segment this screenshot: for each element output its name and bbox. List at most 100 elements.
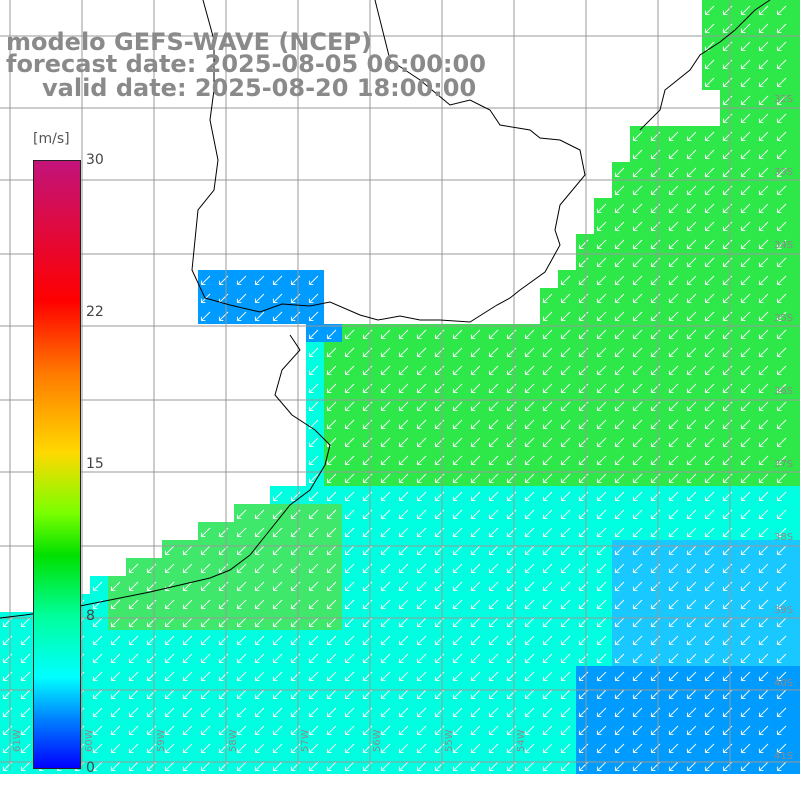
wind-arrow <box>776 527 787 538</box>
wind-arrow <box>632 491 643 502</box>
wind-arrow <box>632 545 643 556</box>
wind-arrow <box>452 689 463 700</box>
longitude-label: 61W <box>12 729 23 752</box>
wind-arrow <box>218 761 229 772</box>
wind-arrow <box>704 221 715 232</box>
wind-arrow <box>326 329 337 340</box>
wind-arrow <box>596 743 607 754</box>
wind-arrow <box>416 689 427 700</box>
wind-arrow <box>668 311 679 322</box>
wind-arrow <box>416 599 427 610</box>
wind-arrow <box>344 599 355 610</box>
wind-arrow <box>362 473 373 484</box>
wind-arrow <box>254 581 265 592</box>
wind-arrow <box>722 653 733 664</box>
wind-arrow <box>740 293 751 304</box>
valid-date: valid date: 2025-08-20 18:00:00 <box>42 74 477 102</box>
wind-arrow <box>596 419 607 430</box>
wind-arrow <box>722 41 733 52</box>
wind-arrow <box>470 617 481 628</box>
wind-arrow <box>182 545 193 556</box>
wind-arrow <box>434 617 445 628</box>
wind-arrow <box>686 689 697 700</box>
wind-arrow <box>650 347 661 358</box>
wind-arrow <box>740 599 751 610</box>
wind-arrow <box>506 725 517 736</box>
wind-arrow <box>560 743 571 754</box>
wind-arrow <box>650 437 661 448</box>
wind-arrow <box>686 707 697 718</box>
wind-arrow <box>398 473 409 484</box>
wind-arrow <box>452 617 463 628</box>
wind-cell <box>792 36 800 54</box>
wind-arrow <box>776 257 787 268</box>
wind-arrow <box>182 653 193 664</box>
wind-arrow <box>218 545 229 556</box>
wind-arrow <box>578 707 589 718</box>
wind-arrow <box>758 491 769 502</box>
wind-arrow <box>434 437 445 448</box>
wind-arrow <box>632 455 643 466</box>
wind-arrow <box>704 437 715 448</box>
wind-arrow <box>578 743 589 754</box>
wind-arrow <box>488 545 499 556</box>
wind-arrow <box>668 653 679 664</box>
wind-arrow <box>776 617 787 628</box>
wind-arrow <box>596 761 607 772</box>
wind-arrow <box>344 527 355 538</box>
longitude-label: 60W <box>84 729 95 752</box>
wind-arrow <box>488 635 499 646</box>
wind-cell <box>792 414 800 432</box>
wind-arrow <box>326 689 337 700</box>
wind-arrow <box>740 185 751 196</box>
longitude-label: 55W <box>444 729 455 752</box>
wind-arrow <box>704 671 715 682</box>
wind-arrow <box>596 491 607 502</box>
wind-arrow <box>254 599 265 610</box>
wind-arrow <box>272 743 283 754</box>
wind-arrow <box>92 671 103 682</box>
wind-arrow <box>740 239 751 250</box>
wind-arrow <box>290 725 301 736</box>
wind-arrow <box>398 707 409 718</box>
wind-arrow <box>686 671 697 682</box>
wind-arrow <box>344 365 355 376</box>
wind-arrow <box>668 149 679 160</box>
wind-arrow <box>668 617 679 628</box>
wind-arrow <box>758 149 769 160</box>
wind-arrow <box>578 491 589 502</box>
wind-arrow <box>344 581 355 592</box>
wind-arrow <box>776 725 787 736</box>
wind-arrow <box>650 491 661 502</box>
wind-cell <box>792 306 800 324</box>
wind-arrow <box>776 509 787 520</box>
wind-arrow <box>542 365 553 376</box>
wind-arrow <box>650 509 661 520</box>
wind-arrow <box>632 599 643 610</box>
wind-arrow <box>758 23 769 34</box>
wind-arrow <box>722 383 733 394</box>
wind-arrow <box>362 365 373 376</box>
wind-arrow <box>668 509 679 520</box>
wind-arrow <box>740 221 751 232</box>
wind-arrow <box>452 527 463 538</box>
wind-arrow <box>218 707 229 718</box>
wind-arrow <box>758 347 769 358</box>
wind-arrow <box>560 599 571 610</box>
wind-arrow <box>470 761 481 772</box>
wind-arrow <box>560 653 571 664</box>
wind-arrow <box>614 527 625 538</box>
wind-arrow <box>704 203 715 214</box>
wind-arrow <box>758 329 769 340</box>
wind-arrow <box>704 329 715 340</box>
wind-arrow <box>776 41 787 52</box>
wind-arrow <box>272 563 283 574</box>
wind-cell <box>792 540 800 558</box>
wind-arrow <box>506 563 517 574</box>
wind-arrow <box>668 239 679 250</box>
wind-arrow <box>362 491 373 502</box>
wind-arrow <box>380 671 391 682</box>
wind-arrow <box>236 653 247 664</box>
wind-arrow <box>578 239 589 250</box>
wind-arrow <box>452 455 463 466</box>
